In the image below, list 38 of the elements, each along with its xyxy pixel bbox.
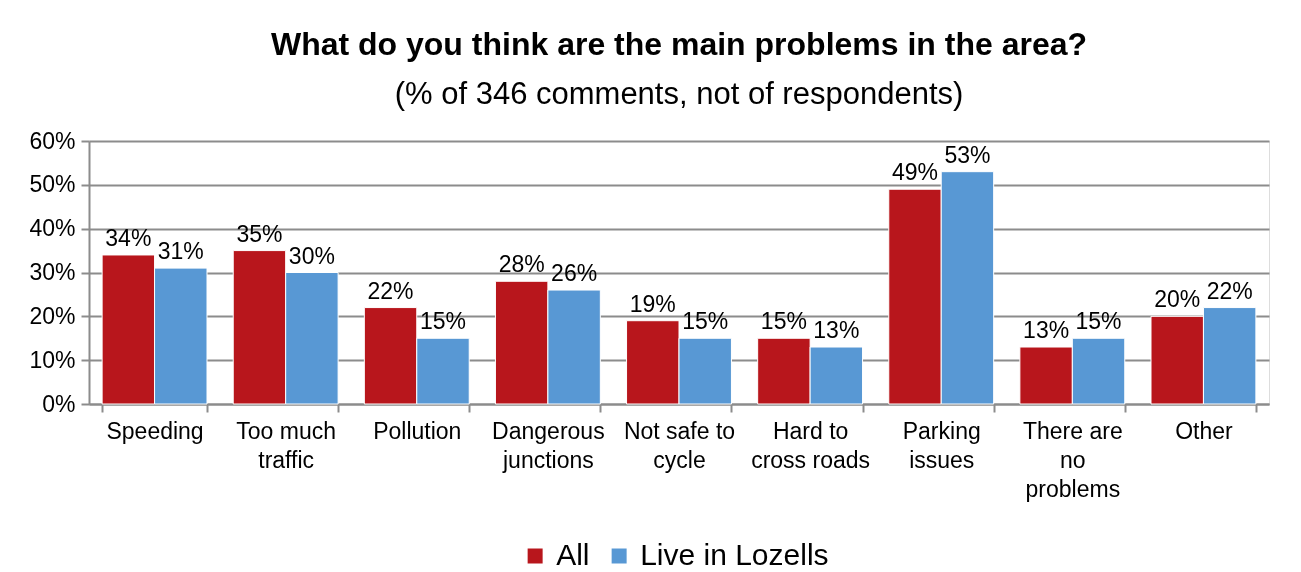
x-tick-label: Other bbox=[1175, 417, 1234, 444]
y-tick-label: 40% bbox=[29, 215, 76, 242]
chart-subtitle: (% of 346 comments, not of respondents) bbox=[394, 76, 964, 111]
y-tick-label: 30% bbox=[29, 259, 76, 285]
legend-label: All bbox=[556, 538, 590, 571]
data-label: 35% bbox=[236, 220, 283, 247]
legend-label: Live in Lozells bbox=[640, 538, 829, 571]
x-tick-label: Speeding bbox=[106, 417, 204, 444]
x-tick-label: Pollution bbox=[373, 417, 462, 444]
x-tick-label: Too much traffic bbox=[236, 417, 337, 473]
y-tick-label: 10% bbox=[29, 346, 76, 373]
data-label: 26% bbox=[551, 260, 598, 287]
chart-title: What do you think are the main problems in the area? bbox=[270, 26, 1088, 62]
data-label: 22% bbox=[367, 277, 414, 304]
x-tick-label: Dangerous junctions bbox=[492, 417, 605, 473]
x-tick-label: Parking issues bbox=[902, 417, 981, 473]
y-tick-label: 20% bbox=[29, 302, 76, 329]
data-label: 20% bbox=[1154, 286, 1201, 313]
data-label: 28% bbox=[498, 251, 545, 278]
data-label: 13% bbox=[1023, 317, 1070, 344]
data-label: 49% bbox=[891, 159, 939, 186]
data-label: 53% bbox=[944, 141, 991, 168]
data-label: 15% bbox=[682, 308, 729, 335]
data-label: 31% bbox=[157, 238, 204, 265]
data-label: 15% bbox=[760, 308, 807, 335]
data-label: 15% bbox=[419, 308, 467, 335]
data-label: 30% bbox=[288, 242, 335, 269]
y-tick-label: 0% bbox=[42, 390, 76, 417]
data-label: 22% bbox=[1206, 277, 1253, 304]
y-tick-label: 50% bbox=[29, 171, 76, 198]
y-tick-label: 60% bbox=[29, 127, 76, 154]
x-tick-label: Not safe to cycle bbox=[623, 417, 736, 473]
x-tick-label: Hard to cross roads bbox=[751, 417, 871, 473]
data-label: 34% bbox=[105, 224, 152, 251]
data-label: 13% bbox=[813, 317, 860, 344]
data-label: 19% bbox=[629, 290, 676, 317]
data-label: 15% bbox=[1075, 308, 1122, 335]
x-tick-label: There are no problems bbox=[1022, 417, 1123, 502]
